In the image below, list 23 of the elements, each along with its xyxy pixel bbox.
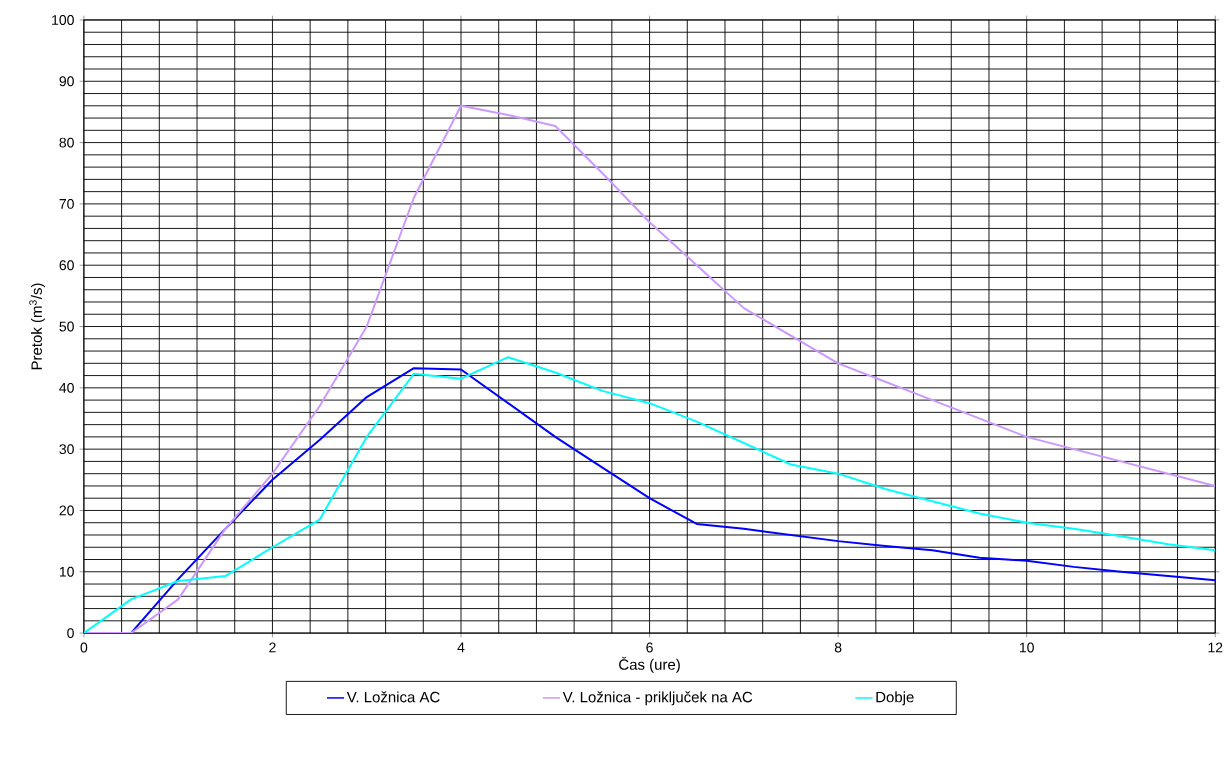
x-axis-title: Čas (ure): [619, 656, 680, 673]
x-tick-label: 6: [646, 642, 653, 653]
x-tick-label: 4: [457, 642, 465, 653]
y-tick-label: 60: [59, 260, 74, 271]
x-tick-label: 12: [1208, 642, 1223, 653]
y-tick-label: 100: [52, 15, 74, 25]
y-tick-label: 0: [67, 628, 74, 639]
x-tick-label: 10: [1019, 642, 1034, 653]
x-tick-label: 8: [834, 642, 842, 653]
y-axis-title: Pretok (m$^{3}$/s): [29, 283, 45, 370]
x-tick-label: 2: [269, 642, 276, 653]
y-tick-label: 80: [59, 137, 74, 148]
y-tick-label: 90: [59, 76, 74, 87]
x-tick-label: 0: [80, 642, 88, 653]
y-tick-label: 10: [59, 566, 74, 577]
y-tick-label: 20: [59, 505, 74, 516]
y-tick-label: 30: [59, 444, 74, 455]
legend-label: Dobje: [876, 691, 914, 706]
legend-label: V. Ložnica - priključek na AC: [562, 691, 753, 706]
y-tick-label: 50: [59, 321, 74, 332]
legend-label: V. Ložnica AC: [346, 691, 440, 703]
y-tick-label: 40: [59, 382, 74, 393]
y-tick-label: 70: [59, 198, 74, 209]
